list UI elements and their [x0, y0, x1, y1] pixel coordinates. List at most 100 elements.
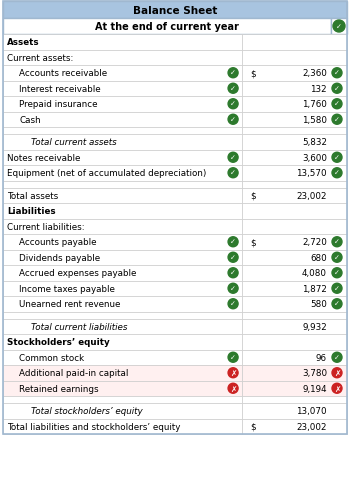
Text: Liabilities: Liabilities — [7, 207, 56, 216]
Circle shape — [332, 284, 342, 294]
Bar — [3, 350, 242, 365]
Circle shape — [228, 69, 238, 79]
Bar — [3, 35, 242, 51]
Text: ✓: ✓ — [334, 170, 340, 176]
Text: 4,080: 4,080 — [302, 269, 327, 278]
Bar — [242, 234, 347, 250]
Bar — [242, 128, 347, 135]
Text: ✓: ✓ — [334, 239, 340, 245]
Bar — [3, 2, 347, 434]
Circle shape — [332, 168, 342, 178]
Bar — [3, 112, 242, 128]
Text: 2,720: 2,720 — [302, 238, 327, 247]
Text: 96: 96 — [316, 353, 327, 362]
Text: Notes receivable: Notes receivable — [7, 153, 80, 162]
Bar — [242, 181, 347, 188]
Text: ✓: ✓ — [230, 239, 236, 245]
Bar — [3, 81, 242, 97]
Text: Interest receivable: Interest receivable — [19, 85, 101, 94]
Bar — [3, 319, 242, 334]
Text: ✓: ✓ — [334, 270, 340, 276]
Text: ✓: ✓ — [230, 117, 236, 123]
Bar — [242, 350, 347, 365]
Text: Total assets: Total assets — [7, 191, 58, 200]
Circle shape — [332, 299, 342, 309]
Text: 9,194: 9,194 — [302, 384, 327, 393]
Bar — [3, 419, 242, 434]
Bar — [242, 403, 347, 419]
Text: ✓: ✓ — [230, 101, 236, 107]
Bar — [3, 19, 331, 35]
Bar — [3, 203, 242, 219]
Text: 13,570: 13,570 — [296, 169, 327, 178]
Text: 23,002: 23,002 — [296, 422, 327, 431]
Circle shape — [228, 268, 238, 278]
Bar — [242, 297, 347, 312]
Bar — [331, 19, 347, 35]
Circle shape — [228, 153, 238, 163]
Text: ✓: ✓ — [230, 70, 236, 76]
Circle shape — [228, 353, 238, 363]
Circle shape — [228, 368, 238, 378]
Text: 3,600: 3,600 — [302, 153, 327, 162]
Bar — [242, 150, 347, 166]
Bar — [3, 250, 242, 266]
Text: ✓: ✓ — [230, 155, 236, 161]
Bar — [3, 166, 242, 181]
Bar — [242, 419, 347, 434]
Text: 13,070: 13,070 — [296, 406, 327, 415]
Text: $: $ — [250, 191, 256, 200]
Bar — [3, 2, 347, 19]
Text: 132: 132 — [310, 85, 327, 94]
Bar — [242, 112, 347, 128]
Text: 23,002: 23,002 — [296, 191, 327, 200]
Text: ✓: ✓ — [334, 354, 340, 360]
Text: ✗: ✗ — [334, 384, 340, 393]
Text: Current assets:: Current assets: — [7, 54, 74, 63]
Text: $: $ — [250, 422, 256, 431]
Text: Additional paid-in capital: Additional paid-in capital — [19, 369, 128, 377]
Text: Balance Sheet: Balance Sheet — [133, 6, 217, 16]
Text: ✓: ✓ — [334, 117, 340, 123]
Text: ✓: ✓ — [334, 101, 340, 107]
Text: ✓: ✓ — [230, 255, 236, 261]
Circle shape — [332, 268, 342, 278]
Text: ✓: ✓ — [334, 255, 340, 261]
Text: ✓: ✓ — [230, 170, 236, 176]
Bar — [3, 150, 242, 166]
Bar — [3, 97, 242, 112]
Text: Income taxes payable: Income taxes payable — [19, 284, 115, 293]
Text: Current liabilities:: Current liabilities: — [7, 222, 85, 231]
Bar — [3, 219, 242, 234]
Text: 5,832: 5,832 — [302, 138, 327, 147]
Bar — [242, 135, 347, 150]
Text: Retained earnings: Retained earnings — [19, 384, 99, 393]
Bar — [242, 97, 347, 112]
Text: Accounts receivable: Accounts receivable — [19, 69, 107, 78]
Circle shape — [332, 253, 342, 263]
Bar — [242, 396, 347, 403]
Bar — [242, 51, 347, 66]
Text: ✓: ✓ — [230, 286, 236, 292]
Circle shape — [333, 21, 345, 33]
Circle shape — [228, 383, 238, 393]
Text: $: $ — [250, 69, 256, 78]
Text: 680: 680 — [310, 253, 327, 262]
Circle shape — [332, 237, 342, 247]
Bar — [242, 250, 347, 266]
Text: 2,360: 2,360 — [302, 69, 327, 78]
Text: 3,780: 3,780 — [302, 369, 327, 377]
Bar — [3, 281, 242, 297]
Circle shape — [228, 299, 238, 309]
Circle shape — [332, 153, 342, 163]
Text: Stockholders’ equity: Stockholders’ equity — [7, 338, 110, 347]
Text: ✓: ✓ — [230, 301, 236, 307]
Bar — [3, 266, 242, 281]
Text: Total current assets: Total current assets — [31, 138, 117, 147]
Circle shape — [332, 368, 342, 378]
Bar — [242, 166, 347, 181]
Text: $: $ — [250, 238, 256, 247]
Circle shape — [332, 100, 342, 110]
Bar — [3, 128, 242, 135]
Text: ✓: ✓ — [230, 354, 236, 360]
